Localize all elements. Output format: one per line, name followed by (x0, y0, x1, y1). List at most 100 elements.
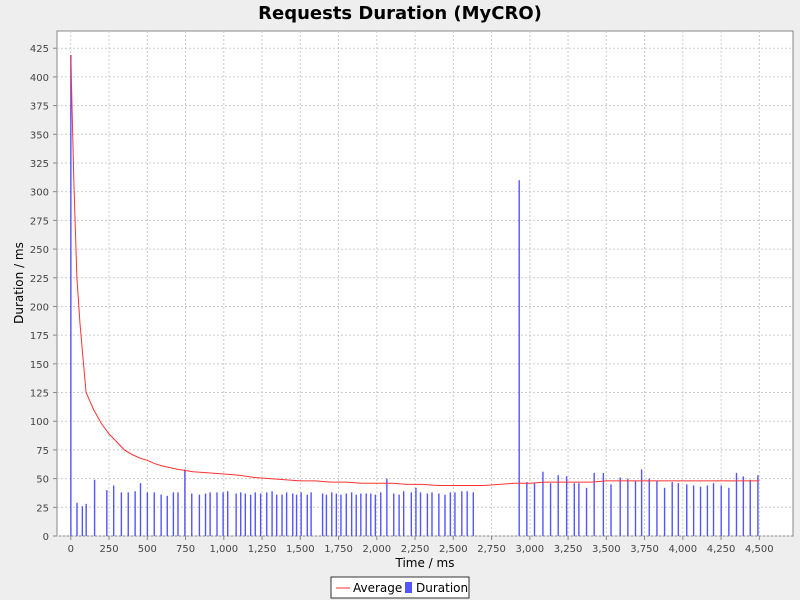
duration-bar (728, 487, 730, 536)
duration-bar (249, 494, 252, 536)
duration-bar (325, 494, 328, 536)
duration-bar (127, 492, 129, 536)
duration-bar (699, 486, 702, 536)
y-tick-label: 425 (30, 44, 49, 55)
duration-bar (410, 492, 413, 536)
duration-bar (177, 492, 179, 536)
duration-bar (184, 469, 186, 536)
duration-bar (663, 487, 666, 536)
average-line (70, 55, 760, 486)
duration-bar (593, 472, 595, 536)
y-tick-label: 400 (30, 73, 49, 84)
x-axis-label: Time / ms (395, 556, 455, 570)
duration-bar (380, 492, 382, 536)
duration-bar (742, 476, 745, 536)
duration-bar (355, 494, 357, 536)
duration-bar (472, 492, 474, 536)
y-tick-label: 125 (30, 389, 49, 400)
duration-bar (310, 492, 312, 536)
duration-bar (266, 492, 268, 536)
x-tick-label: 500 (138, 544, 157, 555)
duration-bars (70, 55, 759, 537)
duration-bar (398, 494, 400, 536)
duration-bar (198, 494, 201, 536)
duration-bar (275, 494, 278, 536)
plot-area (56, 30, 794, 537)
duration-bar (677, 483, 680, 536)
duration-bar (85, 503, 87, 536)
duration-bar (281, 494, 283, 536)
duration-bar (706, 485, 709, 536)
x-tick-label: 4,000 (669, 544, 698, 555)
duration-bar (585, 487, 588, 536)
duration-bar (542, 471, 544, 536)
y-tick-label: 175 (30, 331, 49, 342)
duration-bar (340, 494, 342, 536)
duration-bar (370, 493, 372, 536)
y-tick-label: 250 (30, 245, 49, 256)
x-tick-label: 1,500 (286, 544, 315, 555)
y-tick-label: 325 (30, 159, 49, 170)
duration-bar (106, 490, 108, 536)
duration-bar (374, 494, 377, 536)
y-tick-label: 200 (30, 302, 49, 313)
duration-bar (402, 491, 405, 536)
duration-bar (712, 483, 715, 536)
duration-bar (93, 479, 96, 536)
duration-bar (113, 485, 115, 536)
y-tick-label: 50 (36, 475, 49, 486)
duration-bar (749, 479, 751, 536)
duration-bar (686, 484, 688, 536)
duration-bar (557, 475, 559, 536)
duration-bar (461, 491, 463, 536)
duration-bar (393, 493, 395, 536)
duration-bar (526, 482, 528, 536)
x-tick-label: 0 (68, 544, 74, 555)
duration-bar (365, 493, 367, 536)
y-tick-label: 75 (36, 446, 49, 457)
x-tick-label: 4,250 (707, 544, 736, 555)
duration-bar (209, 492, 211, 536)
x-axis-ticks: 0 250 500 750 1,000 1,250 1,500 1,750 2,000 2,250… (68, 536, 774, 555)
duration-bar (610, 484, 612, 536)
legend-duration-label: Duration (416, 581, 468, 595)
duration-bar (172, 492, 175, 536)
chart-title: Requests Duration (MyCRO) (258, 3, 542, 24)
duration-bar (259, 493, 262, 536)
duration-bar (70, 55, 72, 537)
duration-bar (321, 493, 324, 536)
duration-bar (244, 493, 247, 536)
legend: Average Duration (330, 576, 470, 599)
duration-bar (578, 483, 580, 536)
duration-bar (627, 478, 629, 536)
y-tick-label: 350 (30, 130, 49, 141)
duration-bar (254, 492, 256, 536)
x-tick-label: 1,000 (209, 544, 238, 555)
duration-bar (240, 492, 242, 536)
x-tick-label: 2,500 (439, 544, 468, 555)
y-tick-label: 0 (43, 532, 49, 543)
duration-bar (227, 491, 229, 536)
x-tick-label: 2,250 (401, 544, 430, 555)
duration-bar (619, 477, 621, 536)
duration-bar (656, 480, 658, 536)
grid (57, 31, 793, 537)
duration-bar (735, 472, 738, 536)
duration-bar (335, 493, 338, 536)
y-tick-label: 150 (30, 360, 49, 371)
duration-bar (306, 494, 308, 536)
duration-bar (216, 492, 218, 536)
y-tick-label: 375 (30, 102, 49, 113)
y-tick-label: 300 (30, 188, 49, 199)
y-tick-label: 100 (30, 417, 49, 428)
duration-bar (360, 493, 362, 536)
average-line-group (70, 55, 760, 486)
duration-bar (139, 483, 142, 536)
duration-bar (449, 492, 452, 536)
duration-bar (81, 506, 84, 536)
y-axis-ticks: 0 25 50 75 100 125 150 175 200 225 250 275 300 325 350… (30, 44, 57, 543)
duration-bar (692, 485, 695, 536)
legend-duration-swatch (405, 582, 412, 593)
duration-bar (720, 485, 722, 536)
duration-bar (386, 478, 388, 536)
